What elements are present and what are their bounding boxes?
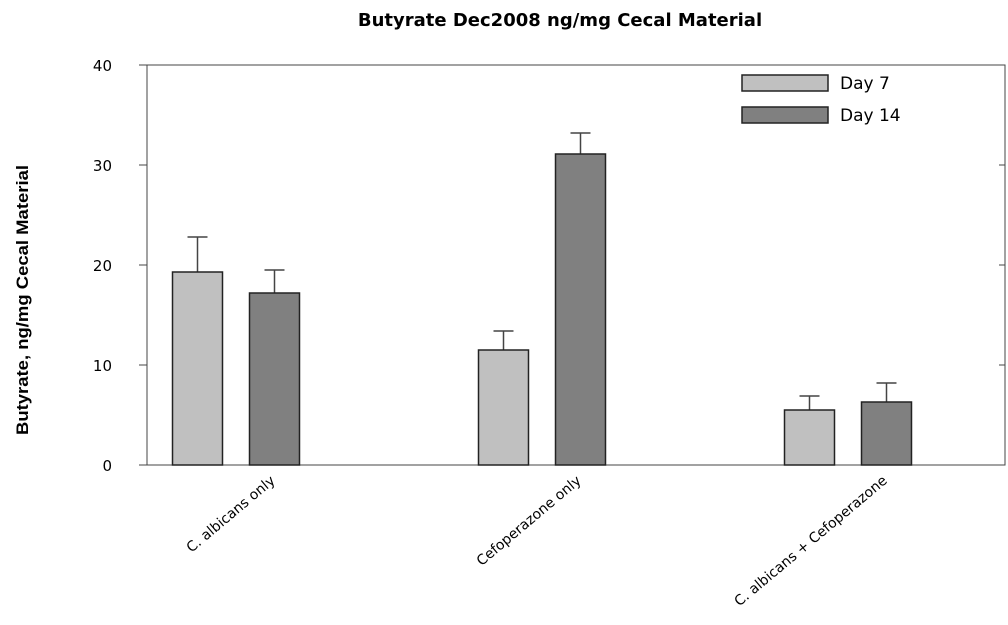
bar [171,271,224,466]
legend-swatch [741,74,829,92]
x-tick-label: C. albicans + Cefoperazone [732,473,891,610]
chart-title: Butyrate Dec2008 ng/mg Cecal Material [358,10,762,31]
y-tick-label: 0 [102,457,112,475]
bar [783,409,836,466]
legend-label: Day 14 [840,106,901,126]
x-tick-label: Cefoperazone only [474,473,585,570]
bar [477,349,530,466]
y-tick-label: 20 [93,257,112,275]
x-tick-label: C. albicans only [184,473,279,556]
bar [554,153,607,466]
bar [248,292,301,466]
y-tick-label: 10 [93,357,112,375]
legend-swatch [741,106,829,124]
bar [860,401,913,466]
y-tick-label: 30 [93,157,112,175]
legend-label: Day 7 [840,74,890,94]
y-axis-label: Butyrate, ng/mg Cecal Material [13,165,32,435]
y-tick-label: 40 [93,57,112,75]
